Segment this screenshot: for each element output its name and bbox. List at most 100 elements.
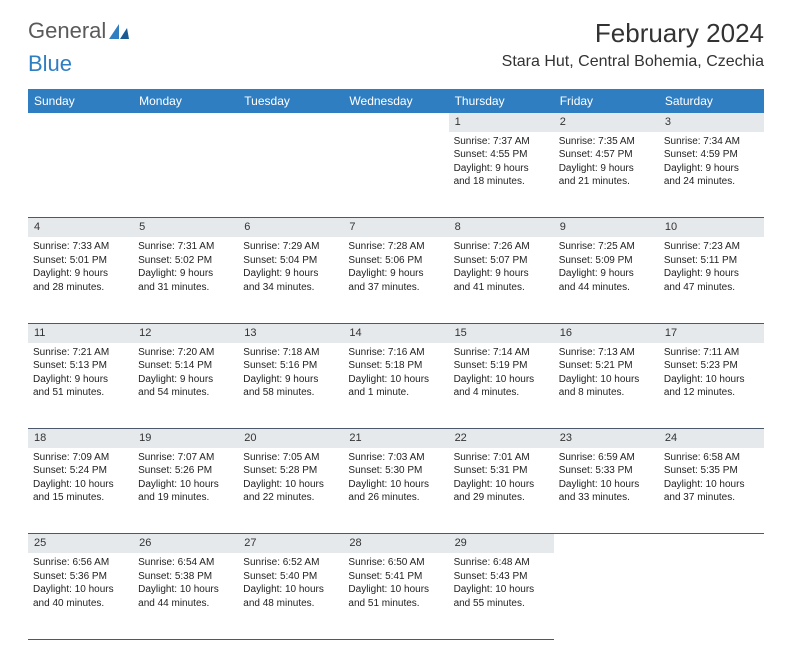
day-number-cell: 10: [659, 218, 764, 237]
sunrise-text: Sunrise: 7:13 AM: [559, 346, 654, 360]
sunrise-text: Sunrise: 7:35 AM: [559, 135, 654, 149]
weekday-header: Thursday: [449, 89, 554, 113]
day-number-cell: 16: [554, 323, 659, 342]
sunset-text: Sunset: 5:35 PM: [664, 464, 759, 478]
daylight-text: and 44 minutes.: [559, 281, 654, 295]
day-number-cell: 24: [659, 429, 764, 448]
daylight-text: and 31 minutes.: [138, 281, 233, 295]
daylight-text: and 4 minutes.: [454, 386, 549, 400]
daylight-text: and 1 minute.: [348, 386, 443, 400]
daylight-text: and 24 minutes.: [664, 175, 759, 189]
sunset-text: Sunset: 4:59 PM: [664, 148, 759, 162]
daylight-text: and 12 minutes.: [664, 386, 759, 400]
day-number-cell: [554, 534, 659, 553]
day-info-cell: Sunrise: 7:05 AMSunset: 5:28 PMDaylight:…: [238, 448, 343, 534]
day-info-row: Sunrise: 7:09 AMSunset: 5:24 PMDaylight:…: [28, 448, 764, 534]
sunset-text: Sunset: 5:31 PM: [454, 464, 549, 478]
day-info-cell: Sunrise: 7:35 AMSunset: 4:57 PMDaylight:…: [554, 132, 659, 218]
day-info-row: Sunrise: 7:21 AMSunset: 5:13 PMDaylight:…: [28, 343, 764, 429]
daylight-text: Daylight: 9 hours: [138, 373, 233, 387]
daylight-text: Daylight: 9 hours: [33, 267, 128, 281]
day-number-cell: 13: [238, 323, 343, 342]
calendar-table: Sunday Monday Tuesday Wednesday Thursday…: [28, 89, 764, 640]
daylight-text: Daylight: 10 hours: [664, 478, 759, 492]
sunset-text: Sunset: 5:43 PM: [454, 570, 549, 584]
sunrise-text: Sunrise: 6:50 AM: [348, 556, 443, 570]
day-info-cell: Sunrise: 7:01 AMSunset: 5:31 PMDaylight:…: [449, 448, 554, 534]
day-info-row: Sunrise: 6:56 AMSunset: 5:36 PMDaylight:…: [28, 553, 764, 639]
day-info-cell: Sunrise: 7:03 AMSunset: 5:30 PMDaylight:…: [343, 448, 448, 534]
daylight-text: Daylight: 10 hours: [348, 478, 443, 492]
day-number-cell: 25: [28, 534, 133, 553]
weekday-header-row: Sunday Monday Tuesday Wednesday Thursday…: [28, 89, 764, 113]
day-number-cell: 18: [28, 429, 133, 448]
day-number-cell: 23: [554, 429, 659, 448]
weekday-header: Monday: [133, 89, 238, 113]
sunrise-text: Sunrise: 7:33 AM: [33, 240, 128, 254]
day-info-cell: Sunrise: 6:59 AMSunset: 5:33 PMDaylight:…: [554, 448, 659, 534]
sunset-text: Sunset: 5:14 PM: [138, 359, 233, 373]
daylight-text: and 41 minutes.: [454, 281, 549, 295]
sunset-text: Sunset: 5:30 PM: [348, 464, 443, 478]
daylight-text: and 51 minutes.: [33, 386, 128, 400]
day-info-row: Sunrise: 7:37 AMSunset: 4:55 PMDaylight:…: [28, 132, 764, 218]
daylight-text: Daylight: 9 hours: [348, 267, 443, 281]
weekday-header: Tuesday: [238, 89, 343, 113]
day-number-cell: 1: [449, 113, 554, 132]
sunset-text: Sunset: 5:33 PM: [559, 464, 654, 478]
sunset-text: Sunset: 5:23 PM: [664, 359, 759, 373]
day-number-cell: 9: [554, 218, 659, 237]
weekday-header: Friday: [554, 89, 659, 113]
daylight-text: Daylight: 9 hours: [243, 373, 338, 387]
daylight-text: Daylight: 9 hours: [559, 162, 654, 176]
sunset-text: Sunset: 5:02 PM: [138, 254, 233, 268]
weekday-header: Saturday: [659, 89, 764, 113]
daylight-text: and 37 minutes.: [664, 491, 759, 505]
daylight-text: and 18 minutes.: [454, 175, 549, 189]
day-number-cell: 14: [343, 323, 448, 342]
sunset-text: Sunset: 5:40 PM: [243, 570, 338, 584]
day-number-row: 45678910: [28, 218, 764, 237]
sunset-text: Sunset: 4:55 PM: [454, 148, 549, 162]
daylight-text: Daylight: 9 hours: [664, 162, 759, 176]
daylight-text: and 44 minutes.: [138, 597, 233, 611]
daylight-text: and 15 minutes.: [33, 491, 128, 505]
daylight-text: Daylight: 9 hours: [454, 267, 549, 281]
daylight-text: and 48 minutes.: [243, 597, 338, 611]
day-number-cell: [133, 113, 238, 132]
day-info-cell: Sunrise: 7:07 AMSunset: 5:26 PMDaylight:…: [133, 448, 238, 534]
sunset-text: Sunset: 5:07 PM: [454, 254, 549, 268]
sunrise-text: Sunrise: 6:58 AM: [664, 451, 759, 465]
sunrise-text: Sunrise: 7:09 AM: [33, 451, 128, 465]
day-number-cell: 26: [133, 534, 238, 553]
day-info-row: Sunrise: 7:33 AMSunset: 5:01 PMDaylight:…: [28, 237, 764, 323]
sunrise-text: Sunrise: 7:29 AM: [243, 240, 338, 254]
daylight-text: Daylight: 10 hours: [454, 478, 549, 492]
day-info-cell: Sunrise: 7:28 AMSunset: 5:06 PMDaylight:…: [343, 237, 448, 323]
day-number-cell: [659, 534, 764, 553]
day-number-cell: 4: [28, 218, 133, 237]
sunrise-text: Sunrise: 7:26 AM: [454, 240, 549, 254]
day-number-cell: 15: [449, 323, 554, 342]
sunset-text: Sunset: 5:36 PM: [33, 570, 128, 584]
logo-sail-icon: [108, 22, 130, 40]
day-info-cell: [133, 132, 238, 218]
day-info-cell: [659, 553, 764, 639]
day-info-cell: Sunrise: 6:56 AMSunset: 5:36 PMDaylight:…: [28, 553, 133, 639]
sunrise-text: Sunrise: 6:54 AM: [138, 556, 233, 570]
sunrise-text: Sunrise: 6:52 AM: [243, 556, 338, 570]
sunrise-text: Sunrise: 7:34 AM: [664, 135, 759, 149]
day-info-cell: Sunrise: 7:31 AMSunset: 5:02 PMDaylight:…: [133, 237, 238, 323]
daylight-text: Daylight: 10 hours: [33, 478, 128, 492]
day-info-cell: [343, 132, 448, 218]
daylight-text: and 29 minutes.: [454, 491, 549, 505]
daylight-text: and 47 minutes.: [664, 281, 759, 295]
sunrise-text: Sunrise: 7:07 AM: [138, 451, 233, 465]
day-info-cell: Sunrise: 6:48 AMSunset: 5:43 PMDaylight:…: [449, 553, 554, 639]
title-block: February 2024 Stara Hut, Central Bohemia…: [502, 18, 764, 71]
sunrise-text: Sunrise: 7:14 AM: [454, 346, 549, 360]
sunrise-text: Sunrise: 7:03 AM: [348, 451, 443, 465]
day-number-cell: [343, 113, 448, 132]
sunrise-text: Sunrise: 7:21 AM: [33, 346, 128, 360]
day-info-cell: Sunrise: 7:37 AMSunset: 4:55 PMDaylight:…: [449, 132, 554, 218]
